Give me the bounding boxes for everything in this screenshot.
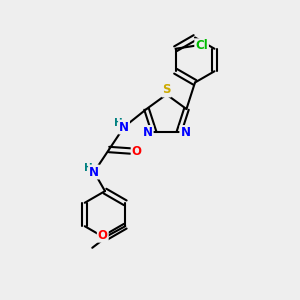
Text: O: O: [98, 229, 108, 242]
Text: N: N: [180, 126, 190, 139]
Text: N: N: [142, 126, 153, 139]
Text: O: O: [132, 145, 142, 158]
Text: N: N: [119, 121, 129, 134]
Text: S: S: [162, 83, 171, 97]
Text: Cl: Cl: [195, 39, 208, 52]
Text: H: H: [84, 164, 93, 173]
Text: N: N: [89, 166, 99, 178]
Text: H: H: [114, 118, 123, 128]
